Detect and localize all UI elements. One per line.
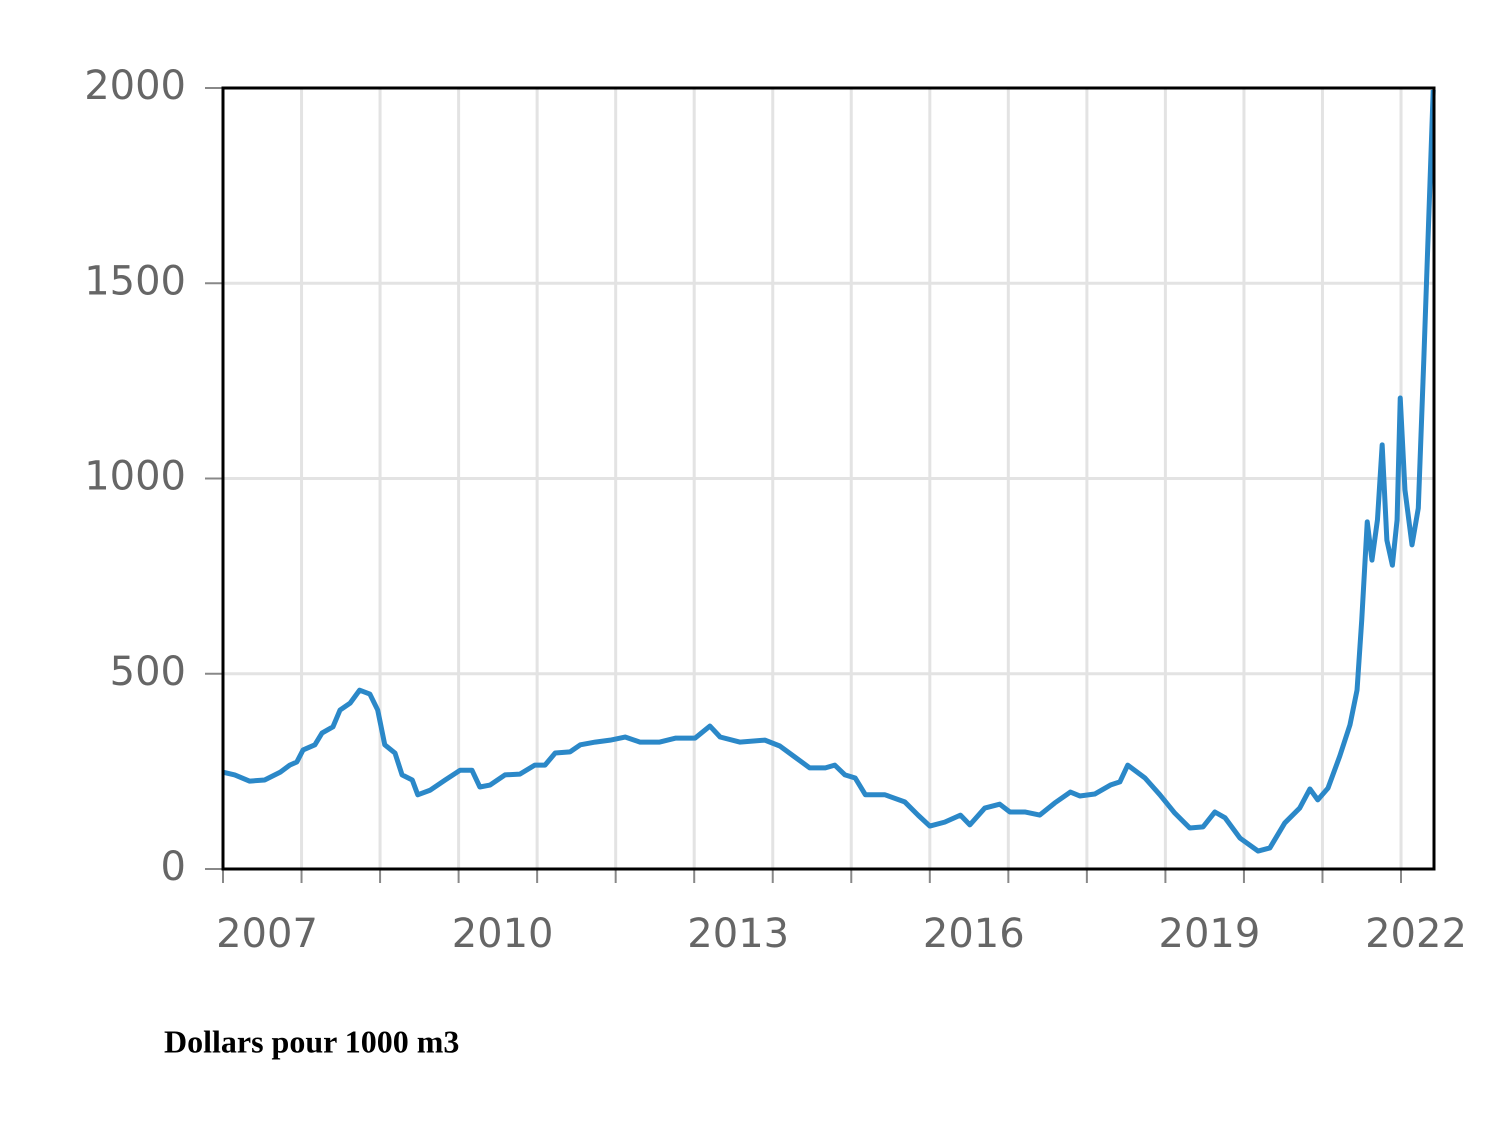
x-tick-label: 2007: [216, 911, 318, 957]
x-tick-label: 2022: [1365, 911, 1467, 957]
plot-border: [221, 86, 1436, 871]
y-tick-label: 1000: [84, 454, 186, 500]
x-tick-label: 2016: [923, 911, 1025, 957]
y-tick-label: 500: [110, 649, 186, 695]
caption: Dollars pour 1000 m3: [164, 1023, 459, 1059]
y-tick-label: 2000: [84, 63, 186, 109]
y-tick-label: 0: [161, 844, 186, 890]
y-tick-label: 1500: [84, 258, 186, 304]
x-tick-label: 2013: [687, 911, 789, 957]
x-tick-label: 2019: [1159, 911, 1261, 957]
x-tick-label: 2010: [452, 911, 554, 957]
line: [222, 89, 1436, 854]
